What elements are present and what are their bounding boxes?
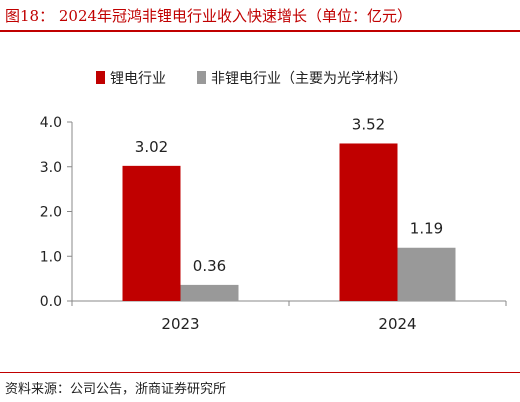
legend-swatch	[96, 71, 105, 84]
y-tick-label: 2.0	[40, 205, 62, 221]
data-label: 0.36	[193, 257, 226, 275]
legend-label: 非锂电行业（主要为光学材料）	[211, 71, 407, 87]
legend-swatch	[197, 71, 206, 84]
y-tick-label: 4.0	[40, 115, 62, 131]
x-category-label: 2024	[378, 315, 416, 333]
bar-non-lithium	[180, 284, 239, 301]
bar-lithium	[339, 143, 398, 301]
source-note: 资料来源：公司公告，浙商证券研究所	[5, 382, 227, 397]
title-rule	[0, 30, 520, 32]
bar-lithium	[122, 165, 181, 301]
y-tick-label: 3.0	[40, 160, 62, 176]
figure-title: 图18： 2024年冠鸿非锂电行业收入快速增长（单位：亿元）	[5, 7, 413, 25]
data-label: 3.52	[352, 115, 385, 133]
y-tick-label: 0.0	[40, 294, 62, 310]
footer-rule	[0, 372, 520, 373]
bar-chart: 0.0 1.0 2.0 3.0 4.0 3.02 0.36 2023 3.52 1.19 2024 锂…	[40, 71, 507, 333]
y-tick-label: 1.0	[40, 249, 62, 265]
legend-label: 锂电行业	[110, 71, 166, 87]
data-label: 1.19	[410, 220, 443, 238]
data-label: 3.02	[135, 138, 168, 156]
x-category-label: 2023	[161, 315, 199, 333]
bar-non-lithium	[397, 247, 456, 301]
